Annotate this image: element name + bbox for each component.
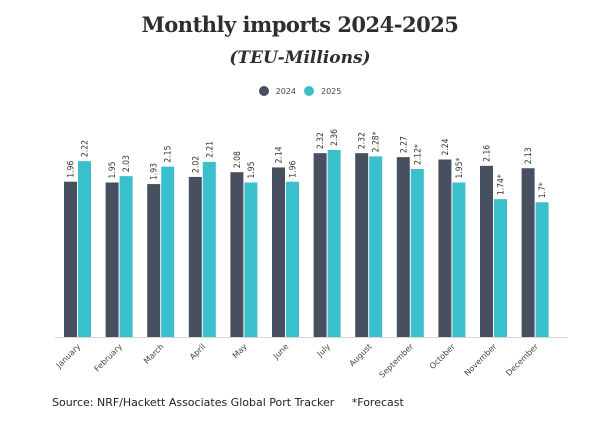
data-label-2025-march: 2.15: [164, 145, 174, 162]
data-label-2024-july: 2.32: [316, 132, 326, 149]
bar-2024-july: [313, 153, 327, 337]
legend-label-2024: 2024: [275, 86, 296, 96]
legend-swatch-2024: [258, 86, 269, 96]
data-label-2025-july: 2.36: [330, 129, 340, 146]
legend-item-2024: 2024: [258, 86, 296, 96]
data-label-2024-june: 2.14: [275, 146, 285, 163]
data-label-2024-january: 1.96: [67, 161, 77, 178]
bar-2025-january: [78, 161, 91, 337]
data-label-2025-november: 1.74*: [497, 174, 507, 195]
bar-2024-september: [396, 157, 410, 337]
bar-2024-june: [272, 167, 285, 337]
x-tick-label-june: June: [271, 342, 290, 361]
bar-2024-october: [438, 159, 452, 337]
x-tick-label-february: February: [93, 342, 125, 374]
x-tick-label-april: April: [188, 342, 207, 361]
bar-2024-december: [521, 168, 535, 337]
data-label-2024-april: 2.02: [191, 156, 201, 173]
data-label-2025-september: 2.12*: [413, 144, 423, 165]
bar-2025-march: [161, 166, 175, 337]
data-label-2025-august: 2.28*: [372, 131, 382, 152]
bar-2025-september: [410, 169, 424, 337]
bar-2025-october: [452, 182, 466, 337]
bar-2024-january: [64, 181, 77, 337]
bar-2025-november: [494, 199, 507, 337]
x-tick-label-march: March: [142, 342, 166, 366]
footer: Source: NRF/Hackett Associates Global Po…: [52, 396, 418, 409]
chart-title: Monthly imports 2024-2025: [141, 12, 459, 37]
x-tick-label-july: July: [315, 342, 332, 359]
x-tick-label-september: September: [378, 342, 416, 380]
x-tick-label-october: October: [428, 342, 458, 372]
bar-2024-april: [188, 176, 202, 337]
bar-2025-july: [327, 150, 341, 337]
bar-2025-may: [244, 182, 258, 337]
data-label-2025-december: 1.7*: [538, 182, 548, 198]
data-label-2025-april: 2.21: [205, 141, 215, 158]
legend-swatch-2025: [304, 86, 314, 96]
forecast-note: *Forecast: [351, 396, 404, 409]
data-label-2024-august: 2.32: [358, 132, 368, 149]
x-tick-label-august: August: [347, 342, 373, 368]
source-text: Source: NRF/Hackett Associates Global Po…: [52, 396, 335, 409]
data-label-2025-january: 2.22: [81, 140, 91, 157]
legend-item-2025: 2025: [304, 86, 341, 96]
bar-2024-may: [230, 172, 244, 337]
x-tick-label-january: January: [54, 342, 83, 371]
legend: 2024 2025: [0, 86, 600, 96]
data-label-2024-february: 1.95: [108, 161, 118, 178]
data-label-2025-february: 2.03: [122, 155, 132, 172]
bar-2025-june: [286, 181, 299, 337]
data-label-2024-march: 1.93: [150, 163, 160, 180]
bar-2025-august: [369, 156, 383, 337]
data-label-2025-october: 1.95*: [455, 157, 465, 178]
data-label-2024-may: 2.08: [233, 151, 243, 168]
data-label-2024-september: 2.27: [399, 136, 409, 153]
bar-2024-november: [480, 165, 493, 337]
bar-2024-august: [355, 153, 369, 337]
bar-2024-march: [147, 184, 161, 337]
data-label-2025-june: 1.96: [289, 161, 299, 178]
x-tick-label-may: May: [231, 342, 249, 360]
bar-2025-april: [202, 161, 216, 337]
bar-2025-february: [119, 176, 133, 337]
bar-chart: 1.96 2.22 January 1.95 2.03 February 1.93 2.15 M…: [54, 129, 568, 380]
bar-2024-february: [105, 182, 119, 337]
x-tick-label-december: December: [504, 342, 540, 378]
bar-2025-december: [535, 202, 549, 337]
x-tick-label-november: November: [463, 342, 499, 378]
data-label-2025-may: 1.95: [247, 161, 257, 178]
data-label-2024-december: 2.13: [524, 147, 534, 164]
data-label-2024-october: 2.24: [441, 138, 451, 155]
legend-label-2025: 2025: [321, 86, 342, 96]
chart-subtitle: (TEU-Millions): [229, 48, 371, 68]
data-label-2024-november: 2.16: [483, 145, 493, 162]
